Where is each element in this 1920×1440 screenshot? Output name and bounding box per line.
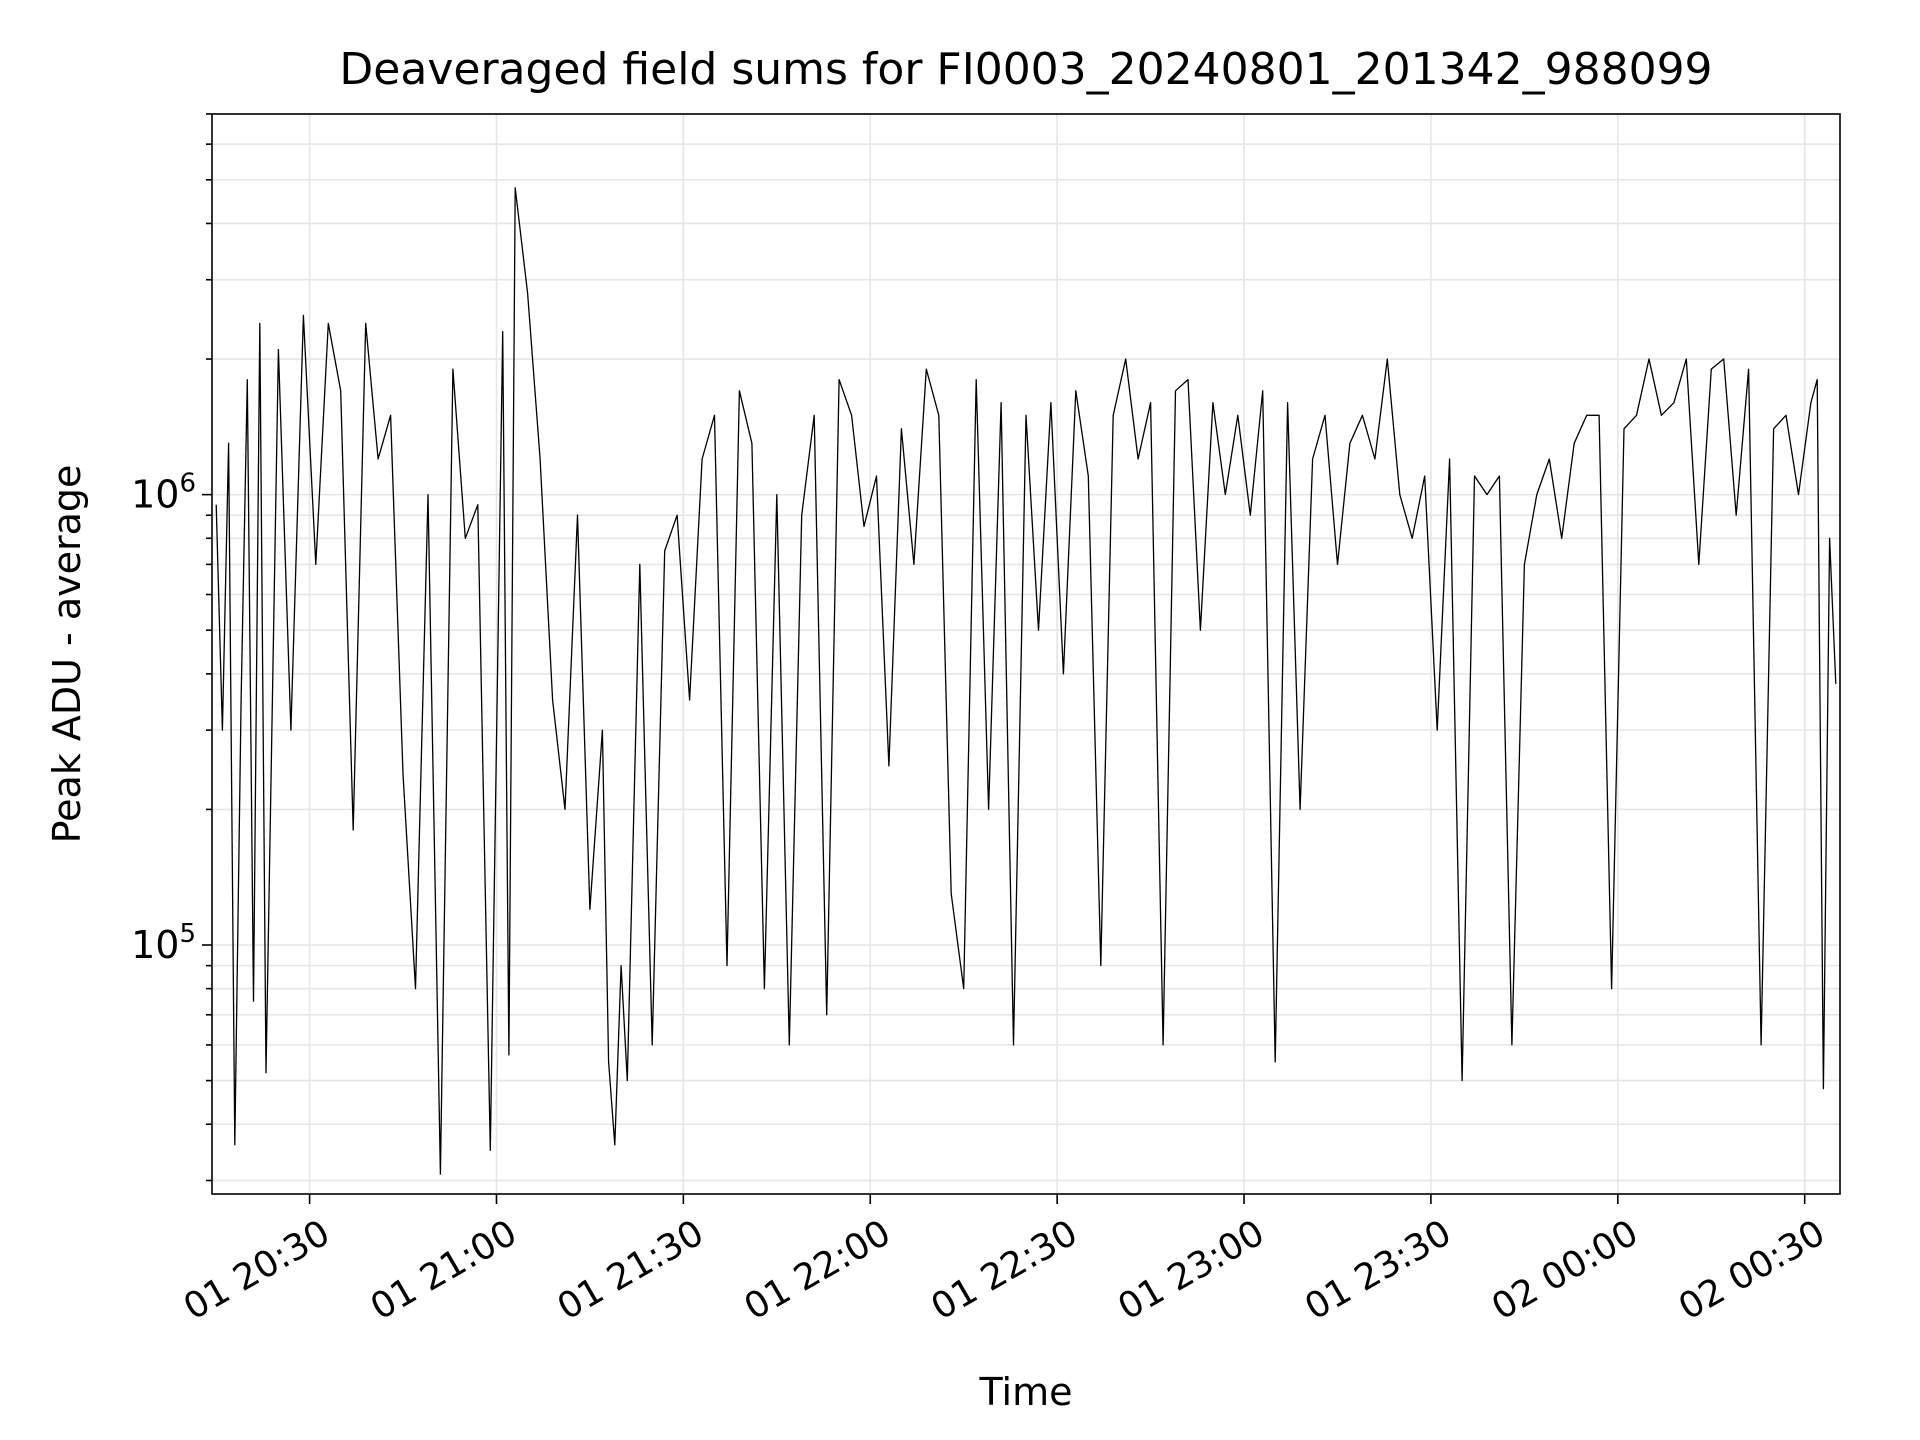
x-tick-label: 02 00:30 (1672, 1212, 1832, 1328)
x-tick-label: 02 00:00 (1485, 1212, 1645, 1328)
x-tick-label: 01 21:00 (364, 1212, 524, 1328)
series-line (215, 187, 1837, 1175)
y-axis-label: Peak ADU - average (45, 465, 89, 844)
x-tick-label: 01 23:30 (1298, 1212, 1458, 1328)
x-axis-ticks: 01 20:30 01 21:00 01 21:30 01 22:00 01 22:30… (177, 1194, 1832, 1328)
y-axis-ticks: 105 106 (131, 113, 212, 1182)
x-tick-label: 01 22:30 (925, 1212, 1085, 1328)
x-axis-label: Time (979, 1370, 1073, 1414)
grid (212, 113, 1840, 1194)
y-tick-label: 105 (131, 919, 196, 967)
x-tick-label: 01 21:30 (551, 1212, 711, 1328)
data-series (215, 187, 1837, 1175)
y-tick-label: 106 (131, 469, 196, 517)
x-tick-label: 01 23:00 (1111, 1212, 1271, 1328)
x-tick-label: 01 22:00 (738, 1212, 898, 1328)
chart-title: Deaveraged field sums for FI0003_2024080… (339, 44, 1712, 95)
plot-frame (211, 113, 1841, 1195)
x-tick-label: 01 20:30 (177, 1212, 337, 1328)
